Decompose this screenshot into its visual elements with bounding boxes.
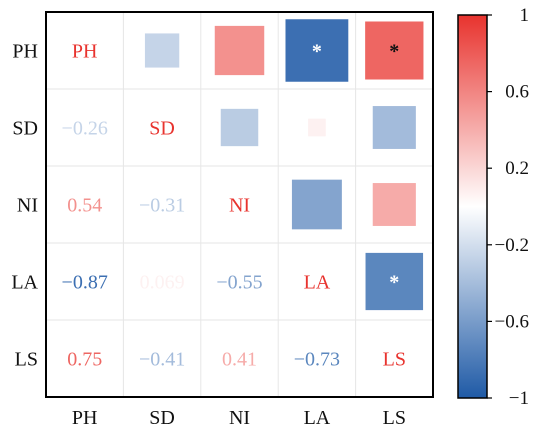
coefficient-label: −0.87 bbox=[62, 272, 108, 294]
colorbar-tick-label: −0.6 bbox=[495, 311, 529, 332]
cell-square-ph-ls bbox=[365, 21, 424, 80]
grid bbox=[46, 12, 433, 397]
colorbar-tick-label: −0.2 bbox=[495, 235, 529, 256]
colorbar-ticks: 1 0.6 0.2 −0.2 −0.6 −1 bbox=[487, 5, 529, 409]
x-tick-la: LA bbox=[304, 407, 331, 429]
x-tick-ni: NI bbox=[229, 407, 250, 429]
y-tick-sd: SD bbox=[12, 118, 38, 140]
y-tick-la: LA bbox=[11, 272, 38, 294]
coefficient-label: 0.069 bbox=[140, 272, 185, 294]
colorbar-tick-label: 0.2 bbox=[505, 158, 529, 179]
cell-square-ph-ni bbox=[214, 25, 265, 76]
coefficient-label: 0.75 bbox=[67, 349, 102, 371]
colorbar-tick-label: 0.6 bbox=[505, 82, 529, 103]
diagonal-label-ph: PH bbox=[72, 41, 98, 63]
coefficient-label: −0.31 bbox=[139, 195, 185, 217]
x-tick-labels: PH SD NI LA LS bbox=[72, 407, 406, 429]
y-tick-ni: NI bbox=[17, 195, 38, 217]
cell-square-ph-sd bbox=[144, 33, 180, 68]
cell-square-sd-la bbox=[308, 118, 326, 137]
coefficient-label: −0.73 bbox=[294, 349, 340, 371]
x-tick-ls: LS bbox=[383, 407, 406, 429]
y-tick-ph: PH bbox=[12, 41, 38, 63]
x-tick-sd: SD bbox=[149, 407, 175, 429]
cell-square-la-ls bbox=[365, 252, 424, 311]
y-tick-labels: PH SD NI LA LS bbox=[11, 41, 38, 371]
colorbar-tick-label: −1 bbox=[509, 388, 529, 409]
colorbar-tick-label: 1 bbox=[520, 5, 530, 26]
y-tick-ls: LS bbox=[15, 349, 38, 371]
cell-square-sd-ls bbox=[372, 106, 416, 149]
cells bbox=[144, 19, 424, 311]
plot-border bbox=[45, 11, 434, 398]
cell-square-ph-la bbox=[285, 19, 349, 82]
diagonal-label-sd: SD bbox=[149, 118, 175, 140]
coefficient-label: 0.54 bbox=[67, 195, 102, 217]
colorbar bbox=[457, 14, 488, 399]
cell-square-sd-ni bbox=[220, 108, 259, 147]
cell-square-ni-ls bbox=[372, 183, 416, 226]
coefficient-label: −0.41 bbox=[139, 349, 185, 371]
cell-labels: PH SD NI LA LS −0.26 0.54 −0.31 −0.87 0.069 −0.55 0… bbox=[62, 41, 406, 371]
cell-square-ni-la bbox=[291, 179, 342, 230]
coefficient-label: −0.55 bbox=[216, 272, 262, 294]
diagonal-label-ni: NI bbox=[229, 195, 250, 217]
significance-marker: * bbox=[389, 272, 399, 294]
diagonal-label-ls: LS bbox=[383, 349, 406, 371]
coefficient-label: −0.26 bbox=[62, 118, 108, 140]
significance-marker: * bbox=[389, 41, 399, 63]
x-tick-ph: PH bbox=[72, 407, 98, 429]
diagonal-label-la: LA bbox=[304, 272, 331, 294]
significance-marker: * bbox=[312, 41, 322, 63]
coefficient-label: 0.41 bbox=[222, 349, 257, 371]
